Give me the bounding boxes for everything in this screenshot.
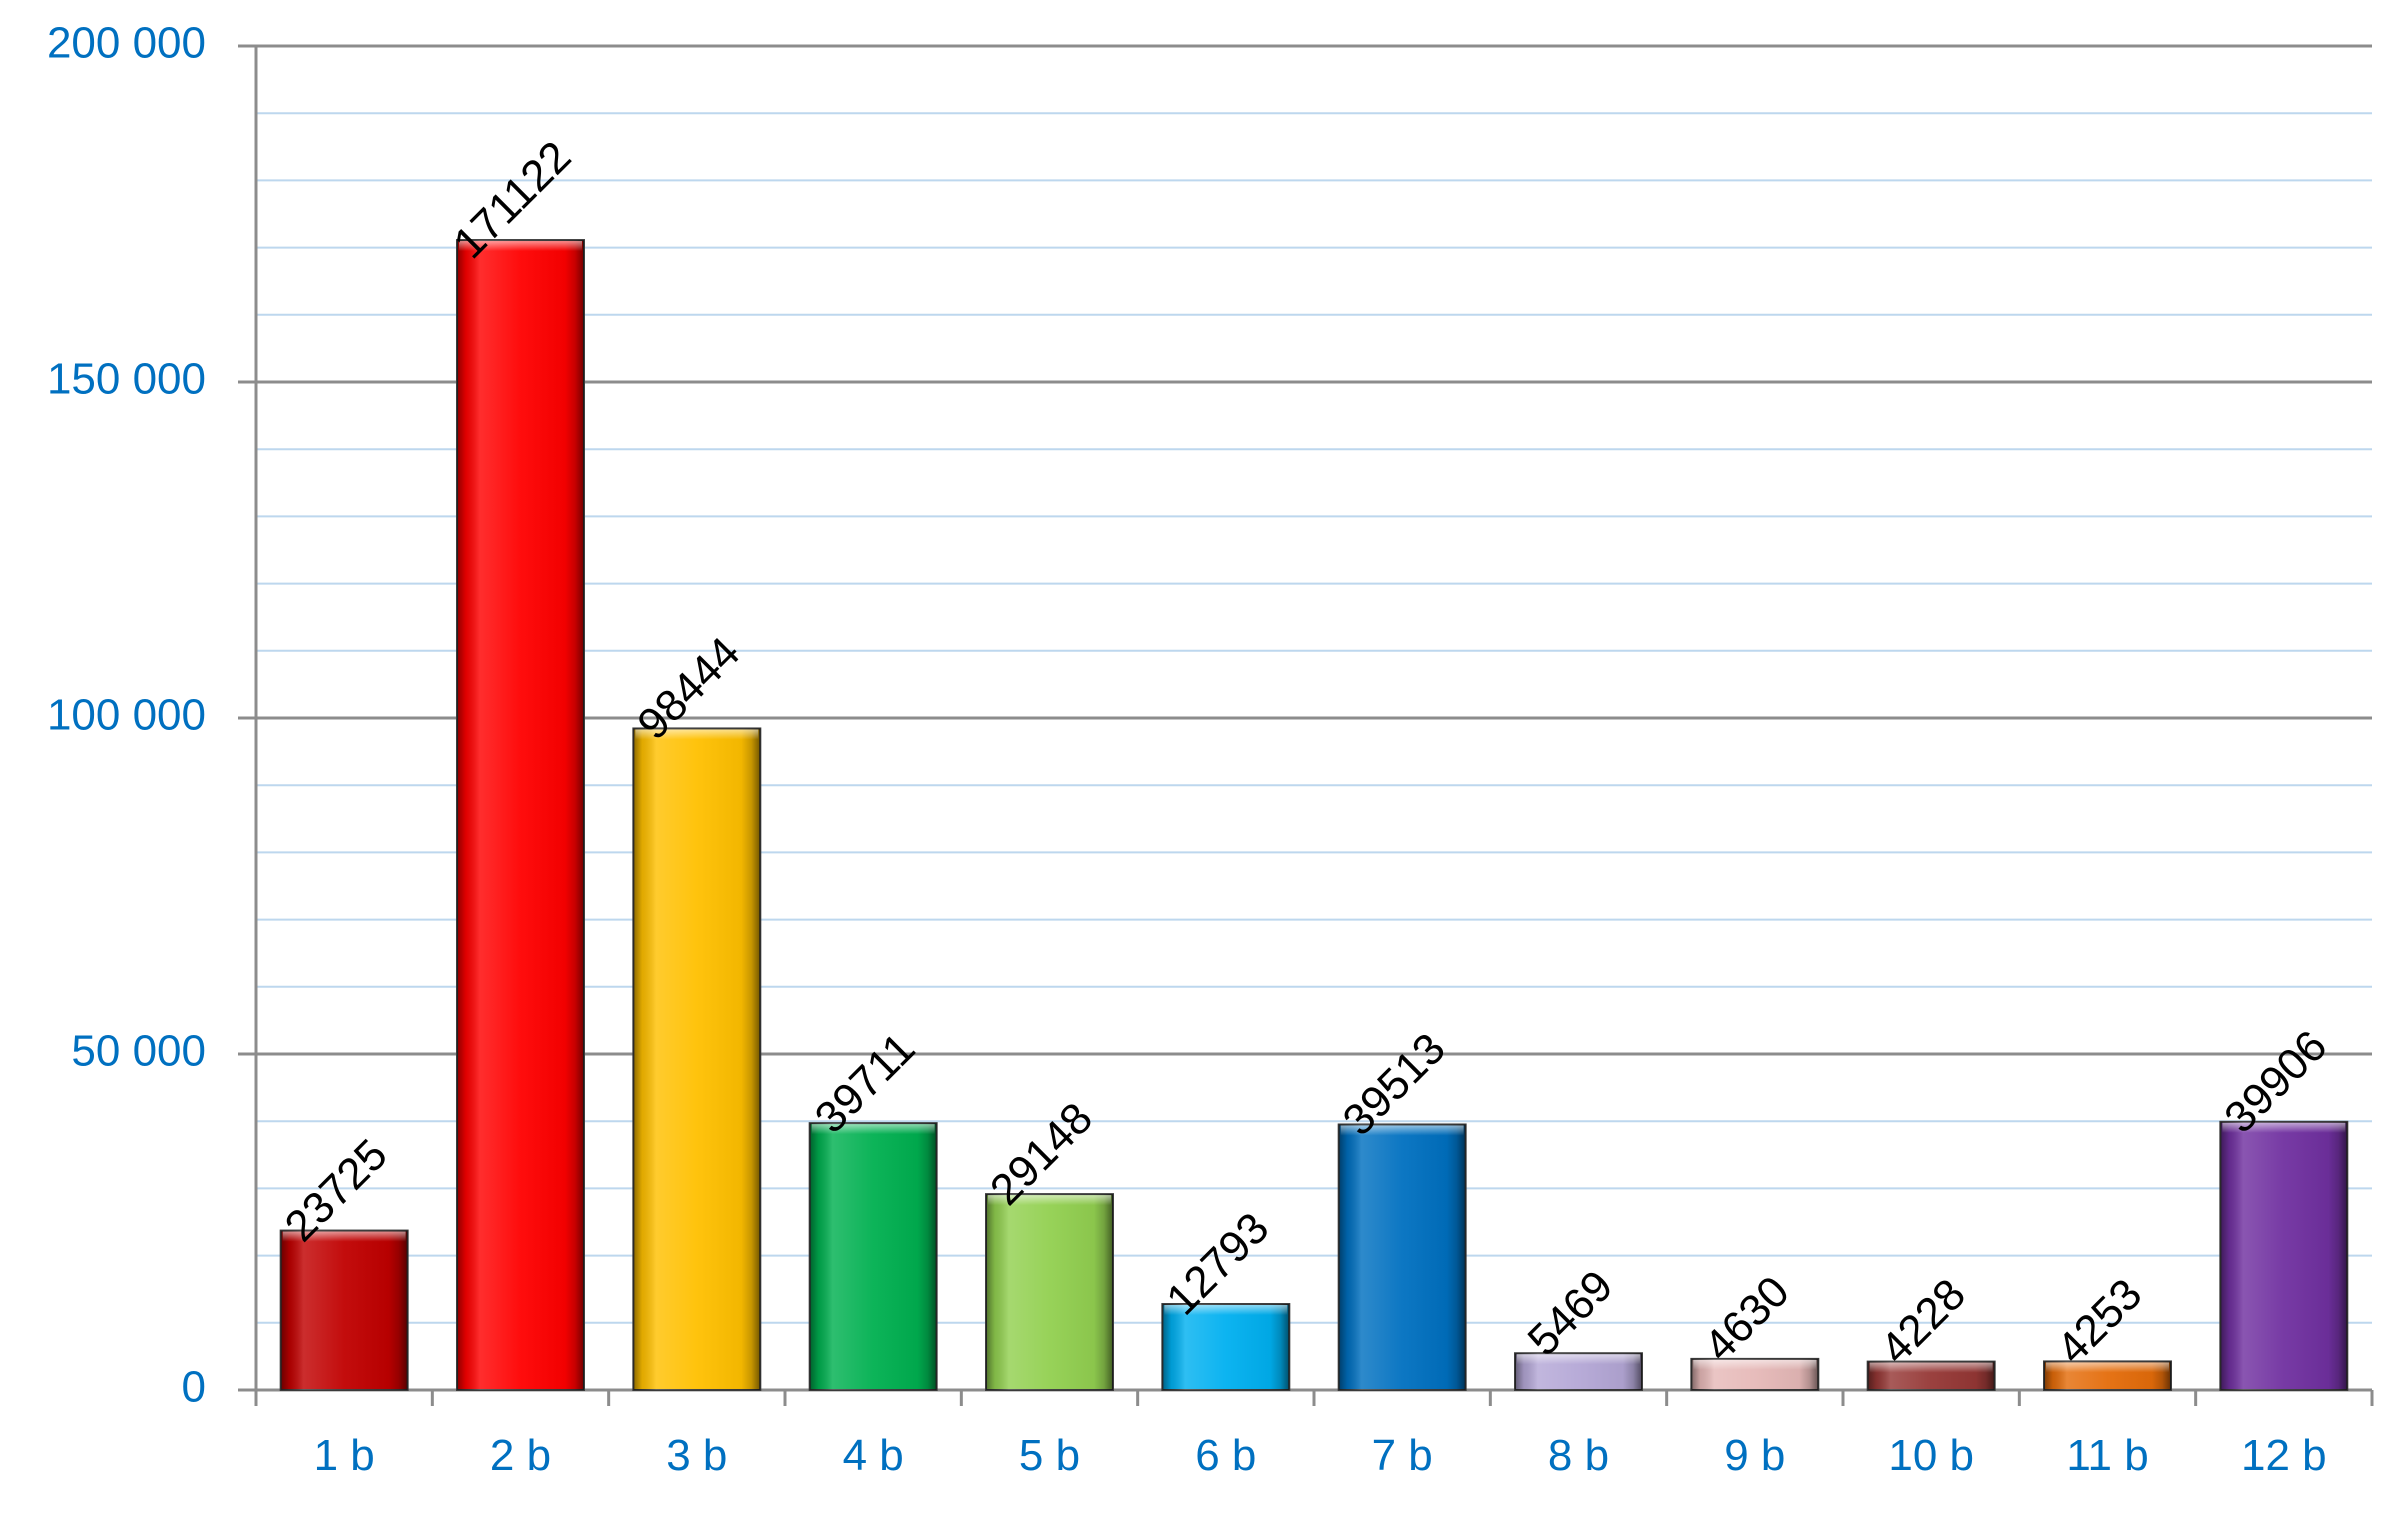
x-tick-label: 6 b bbox=[1195, 1431, 1256, 1480]
bar-highlight bbox=[459, 241, 582, 252]
bar-highlight bbox=[1693, 1359, 1817, 1370]
x-tick-label: 8 b bbox=[1548, 1431, 1609, 1480]
x-tick-label: 7 b bbox=[1372, 1431, 1433, 1480]
y-tick-label: 100 000 bbox=[47, 691, 206, 740]
data-label: 4630 bbox=[1695, 1267, 1799, 1371]
data-label: 5469 bbox=[1519, 1261, 1623, 1365]
bar bbox=[1866, 1360, 1996, 1392]
y-tick-label: 50 000 bbox=[71, 1027, 206, 1076]
y-tick-label: 0 bbox=[182, 1363, 206, 1412]
bar-highlight bbox=[282, 1231, 406, 1242]
x-tick-label: 3 b bbox=[666, 1431, 727, 1480]
bar-highlight bbox=[2046, 1362, 2169, 1373]
bar bbox=[456, 239, 585, 1391]
x-tick-label: 1 b bbox=[314, 1431, 375, 1480]
bar-bevel bbox=[457, 240, 584, 1390]
bar bbox=[985, 1193, 1114, 1392]
bar bbox=[2043, 1360, 2172, 1391]
x-axis-tick-labels: 1 b 2 b 3 b 4 b 5 b 6 b 7 b 8 b 9 b 10 b 11 b 12 b bbox=[314, 1431, 2327, 1480]
bar-highlight bbox=[635, 729, 759, 740]
bar-bevel bbox=[1338, 1124, 1466, 1390]
y-tick-label: 150 000 bbox=[47, 355, 206, 404]
bar bbox=[632, 727, 762, 1391]
bar bbox=[1161, 1303, 1291, 1391]
x-tick-label: 4 b bbox=[843, 1431, 904, 1480]
data-label: 4253 bbox=[2048, 1269, 2152, 1373]
bar bbox=[1690, 1357, 1820, 1391]
bar-highlight bbox=[811, 1124, 935, 1135]
bar-highlight bbox=[1164, 1305, 1288, 1316]
x-tick-label: 11 b bbox=[2066, 1431, 2148, 1480]
bar bbox=[279, 1229, 409, 1391]
bar-bevel bbox=[2220, 1121, 2348, 1390]
bar-bevel bbox=[633, 728, 761, 1390]
bar-bevel bbox=[986, 1194, 1113, 1390]
x-tick-label: 9 b bbox=[1724, 1431, 1785, 1480]
x-tick-label: 10 b bbox=[1888, 1431, 1974, 1480]
y-axis-tick-labels: 0 50 000 100 000 150 000 200 000 bbox=[47, 19, 206, 1412]
bar-highlight bbox=[988, 1195, 1111, 1206]
bar-highlight bbox=[2222, 1122, 2346, 1133]
data-label: 4228 bbox=[1871, 1270, 1975, 1374]
bar bbox=[2219, 1120, 2349, 1391]
bars bbox=[279, 239, 2349, 1392]
bar-highlight bbox=[1340, 1125, 1464, 1136]
bar bbox=[1337, 1123, 1467, 1392]
gridlines bbox=[256, 44, 2372, 1324]
bar-highlight bbox=[1869, 1362, 1993, 1373]
x-tick-label: 2 b bbox=[490, 1431, 551, 1480]
bar bbox=[808, 1122, 938, 1391]
bar-highlight bbox=[1517, 1354, 1640, 1365]
x-tick-label: 12 b bbox=[2241, 1431, 2327, 1480]
bar-bevel bbox=[280, 1230, 408, 1390]
bar-bevel bbox=[809, 1123, 937, 1390]
bar bbox=[1514, 1352, 1643, 1391]
y-tick-label: 200 000 bbox=[47, 19, 206, 68]
bar-bevel bbox=[1162, 1304, 1290, 1390]
x-tick-label: 5 b bbox=[1019, 1431, 1080, 1480]
axes bbox=[238, 44, 2374, 1406]
